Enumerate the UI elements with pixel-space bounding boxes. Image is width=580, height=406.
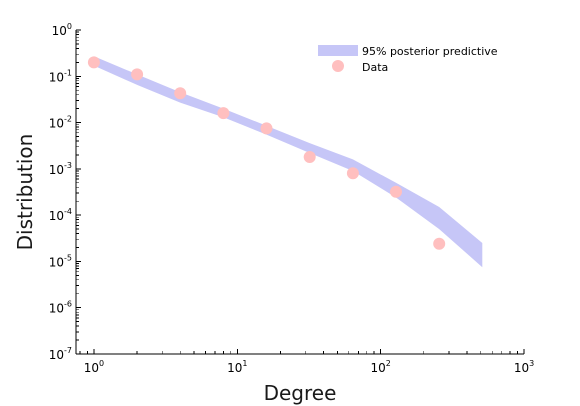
legend-data-label: Data: [362, 61, 388, 74]
posterior-band-layer: [93, 56, 483, 268]
x-tick-label: 100: [84, 359, 104, 375]
y-tick-label: 10-2: [49, 115, 72, 131]
data-point: [260, 122, 273, 135]
x-tick-label: 103: [514, 359, 534, 375]
y-tick-label: 100: [52, 22, 72, 38]
y-tick-label: 10-1: [49, 68, 72, 84]
data-point: [174, 87, 187, 100]
y-axis-label: Distribution: [13, 134, 37, 251]
data-point: [390, 185, 402, 198]
y-tick-label: 10-5: [49, 253, 72, 269]
data-point: [433, 237, 446, 250]
y-tick-label: 10-7: [49, 346, 72, 362]
x-tick-label: 101: [227, 359, 247, 375]
legend: 95% posterior predictive Data: [318, 45, 498, 74]
legend-band-swatch: [318, 45, 358, 56]
legend-band-label: 95% posterior predictive: [362, 45, 498, 58]
data-point: [87, 56, 100, 69]
data-points-layer: [87, 56, 446, 250]
y-tick-label: 10-6: [49, 300, 72, 316]
y-tick-label: 10-4: [49, 207, 72, 223]
ticks: 100 101 102 103 100 10-1 10-2 10-3 10-4 10-5 10-6 1…: [49, 22, 534, 375]
data-point: [303, 151, 316, 163]
x-tick-label: 102: [370, 359, 390, 375]
posterior-predictive-band: [93, 56, 483, 268]
data-point: [131, 68, 144, 81]
data-point: [217, 107, 230, 120]
legend-data-marker: [332, 60, 344, 72]
x-axis-label: Degree: [264, 381, 337, 405]
data-point: [346, 167, 359, 180]
y-tick-label: 10-3: [49, 161, 72, 177]
